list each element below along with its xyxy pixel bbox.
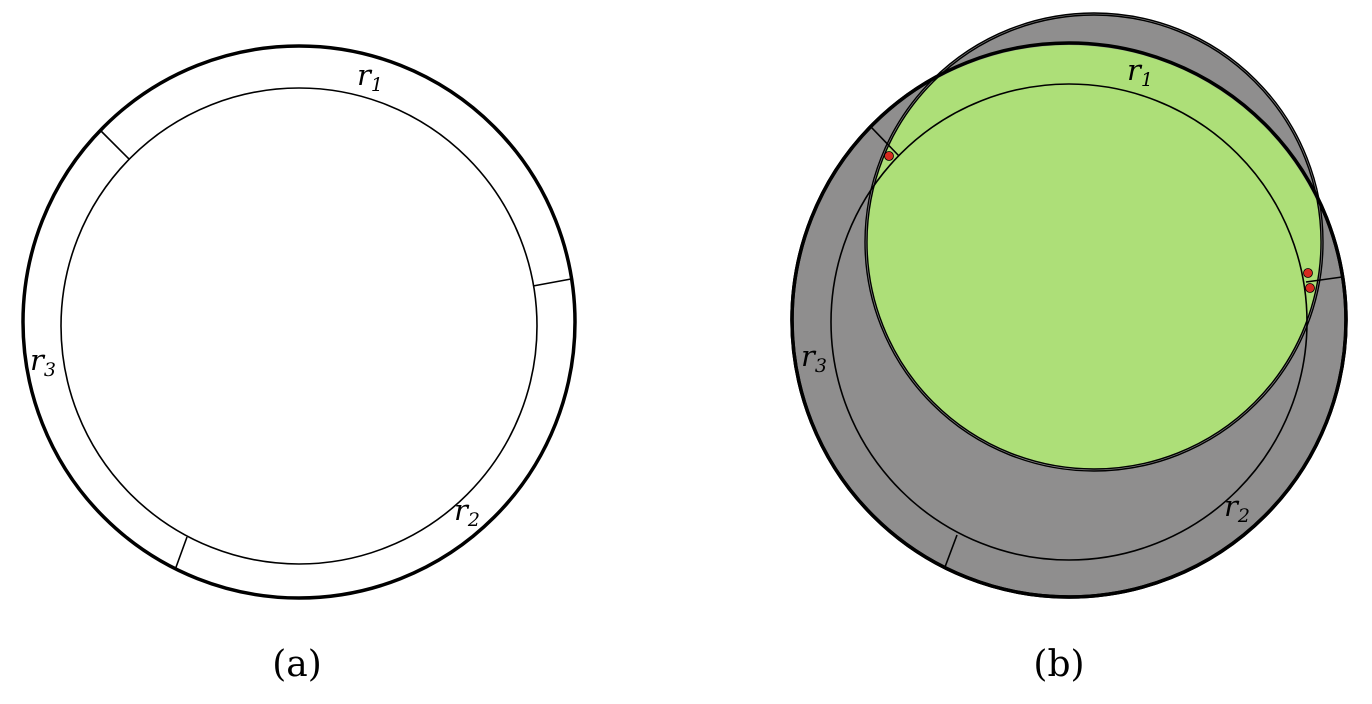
intersection-point-1 <box>884 151 894 161</box>
region-label-r3-a: r3 <box>30 343 56 381</box>
caption-b: (b) <box>1033 644 1084 685</box>
divider-r2-r3-a <box>174 536 188 571</box>
panel-b: r1 r2 r3 (b) <box>790 12 1348 685</box>
divider-r1-r2-a <box>532 278 572 287</box>
intersection-point-3 <box>1305 283 1315 293</box>
region-label-r2-a: r2 <box>454 493 480 531</box>
panel-a: r1 r2 r3 (a) <box>21 44 577 685</box>
divider-r3-r1-b <box>870 126 900 157</box>
region-label-r1-b: r1 <box>1127 53 1153 91</box>
caption-a: (a) <box>272 644 322 685</box>
region-label-r2-b: r2 <box>1224 489 1250 527</box>
outer-ring-outline-b <box>790 41 1348 599</box>
shifted-disk-outline-b <box>866 14 1322 470</box>
region-label-r3-b: r3 <box>801 339 827 377</box>
inner-ring-a <box>60 87 538 565</box>
divider-r2-r3-b <box>944 534 958 568</box>
intersection-point-2 <box>1303 268 1313 278</box>
divider-r1-r2-b <box>1305 276 1343 283</box>
divider-r3-r1-a <box>99 129 130 160</box>
region-label-r1-a: r1 <box>357 58 383 96</box>
